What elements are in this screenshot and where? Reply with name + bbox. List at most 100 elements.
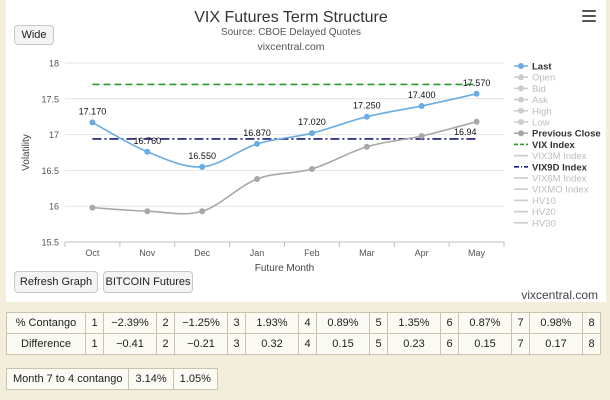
- legend-item-label: High: [532, 106, 552, 117]
- row-label: Month 7 to 4 contango: [5, 368, 130, 390]
- hamburger-menu-icon[interactable]: [582, 10, 596, 22]
- month-index: 1: [85, 312, 104, 334]
- previous-close-point: [418, 133, 425, 140]
- table-row: Difference 1 −0.41 2 −0.21 3 0.32 4 0.15…: [6, 333, 601, 355]
- last-point: [89, 119, 96, 126]
- month-index: 3: [227, 333, 246, 355]
- legend-item-label: Low: [532, 118, 550, 129]
- contango-value: 3.14%: [128, 368, 174, 390]
- legend-item-label: Bid: [532, 84, 546, 95]
- contango-value: 1.35%: [387, 312, 441, 334]
- legend-item-label: VIX6M Index: [532, 174, 587, 185]
- month-index: 3: [227, 312, 246, 334]
- previous-close-point: [199, 208, 206, 215]
- wide-button[interactable]: Wide: [14, 25, 54, 45]
- previous-close-point: [254, 175, 261, 182]
- contango-value: 1.93%: [245, 312, 299, 334]
- x-tick-label: May: [468, 248, 486, 258]
- month-index: 8: [582, 312, 601, 334]
- legend-item-label: HV10: [532, 196, 556, 207]
- term-structure-chart: VIX Futures Term Structure Source: CBOE …: [21, 9, 601, 274]
- difference-value: −0.41: [103, 333, 157, 355]
- month-index: 5: [369, 312, 388, 334]
- last-data-label: 16.760: [134, 136, 162, 146]
- previous-close-point: [144, 208, 151, 215]
- last-data-label: 16.870: [243, 128, 271, 138]
- y-tick-label: 15.5: [41, 238, 59, 248]
- previous-close-series-line: [92, 120, 477, 215]
- month-index: 7: [511, 333, 530, 355]
- month-index: 5: [369, 333, 388, 355]
- legend-marker: [518, 119, 524, 125]
- last-data-label: 17.020: [298, 117, 326, 127]
- x-axis-title: Future Month: [255, 263, 314, 274]
- footer-site-label: vixcentral.com: [521, 288, 598, 302]
- contango-value: −1.25%: [174, 312, 228, 334]
- legend-item-label: Previous Close: [532, 129, 601, 140]
- x-tick-label: Feb: [304, 248, 320, 258]
- contango-value: 0.98%: [529, 312, 583, 334]
- legend-marker: [518, 74, 524, 81]
- contango-summary-table: Month 7 to 4 contango 3.14% 1.05%: [5, 368, 218, 390]
- month-index: 7: [511, 312, 530, 334]
- month-index: 4: [298, 333, 317, 355]
- last-point: [418, 102, 425, 109]
- legend-marker: [518, 96, 524, 103]
- previous-close-point: [363, 143, 370, 150]
- chart-panel: VIX Futures Term Structure Source: CBOE …: [6, 0, 606, 302]
- month-index: 4: [298, 312, 317, 334]
- month-index: 2: [156, 333, 175, 355]
- legend-marker: [518, 85, 524, 92]
- y-tick-label: 16: [49, 202, 59, 212]
- difference-value: 0.15: [458, 333, 512, 355]
- x-tick-label: Apr: [415, 248, 429, 258]
- month-index: 6: [440, 312, 459, 334]
- row-label: Difference: [6, 333, 86, 355]
- legend-item-label: Last: [532, 62, 552, 73]
- contango-value: 1.05%: [172, 368, 218, 390]
- difference-value: 0.23: [387, 333, 441, 355]
- difference-value: 0.17: [529, 333, 583, 355]
- vix9d-level-label: 16.94: [454, 127, 477, 137]
- stats-table: % Contango 1 −2.39% 2 −1.25% 3 1.93% 4 0…: [6, 312, 601, 355]
- chart-site-label: vixcentral.com: [257, 41, 324, 53]
- bitcoin-futures-button[interactable]: BITCOIN Futures: [103, 271, 193, 293]
- y-tick-label: 17: [49, 130, 59, 140]
- table-row: Month 7 to 4 contango 3.14% 1.05%: [5, 368, 218, 390]
- last-point: [363, 113, 370, 120]
- previous-close-point: [89, 204, 96, 211]
- legend-item-label: HV30: [532, 218, 556, 229]
- legend-item-label: VIX Index: [532, 140, 575, 151]
- y-axis-title: Volatility: [21, 134, 32, 171]
- last-point: [308, 130, 315, 137]
- last-data-label: 16.550: [188, 151, 216, 161]
- x-tick-label: Nov: [139, 248, 156, 258]
- difference-value: 0.32: [245, 333, 299, 355]
- last-point: [199, 163, 206, 170]
- row-label: % Contango: [6, 312, 86, 334]
- legend-marker: [518, 63, 524, 69]
- chart-title: VIX Futures Term Structure: [194, 9, 388, 26]
- contango-value: −2.39%: [103, 312, 157, 334]
- chart-subtitle: Source: CBOE Delayed Quotes: [221, 27, 361, 38]
- legend-item-label: VIXMO Index: [532, 185, 589, 196]
- last-data-label: 17.570: [463, 78, 491, 88]
- x-tick-label: Oct: [85, 248, 100, 258]
- contango-value: 0.89%: [316, 312, 370, 334]
- last-series-line: [92, 93, 477, 168]
- previous-close-point: [473, 118, 480, 125]
- refresh-graph-button[interactable]: Refresh Graph: [14, 271, 98, 293]
- last-data-label: 17.170: [79, 106, 107, 116]
- legend-item-label: Open: [532, 73, 555, 84]
- last-point: [473, 90, 480, 97]
- y-tick-label: 16.5: [41, 166, 59, 176]
- legend-marker: [518, 130, 524, 137]
- x-tick-label: Jan: [250, 248, 265, 258]
- y-tick-label: 18: [49, 59, 59, 69]
- legend-item-label: VIX3M Index: [532, 151, 587, 162]
- month-index: 1: [85, 333, 104, 355]
- legend-item-label: VIX9D Index: [532, 162, 588, 173]
- contango-value: 0.87%: [458, 312, 512, 334]
- last-point: [144, 148, 151, 155]
- last-data-label: 17.250: [353, 101, 381, 111]
